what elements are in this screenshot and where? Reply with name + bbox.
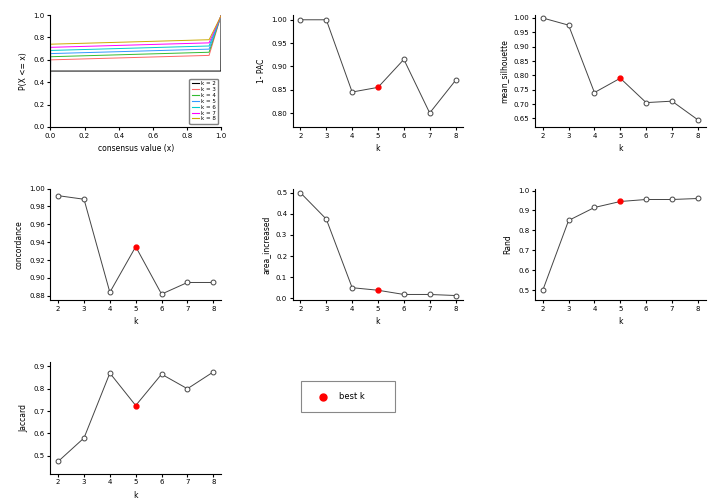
X-axis label: consensus value (x): consensus value (x): [98, 144, 174, 153]
FancyBboxPatch shape: [301, 381, 395, 412]
Y-axis label: P(X <= x): P(X <= x): [19, 52, 28, 90]
X-axis label: k: k: [133, 491, 138, 500]
Y-axis label: Rand: Rand: [503, 234, 513, 255]
Y-axis label: 1- PAC: 1- PAC: [257, 59, 266, 83]
Y-axis label: concordance: concordance: [14, 220, 24, 269]
X-axis label: k: k: [618, 144, 623, 153]
X-axis label: k: k: [618, 318, 623, 327]
X-axis label: k: k: [133, 318, 138, 327]
Legend: k = 2, k = 3, k = 4, k = 5, k = 6, k = 7, k = 8: k = 2, k = 3, k = 4, k = 5, k = 6, k = 7…: [189, 79, 218, 124]
Y-axis label: mean_silhouette: mean_silhouette: [499, 39, 508, 103]
Y-axis label: Jaccard: Jaccard: [19, 404, 28, 432]
Text: best k: best k: [338, 392, 364, 401]
Y-axis label: area_increased: area_increased: [261, 215, 270, 274]
X-axis label: k: k: [376, 144, 380, 153]
X-axis label: k: k: [376, 318, 380, 327]
